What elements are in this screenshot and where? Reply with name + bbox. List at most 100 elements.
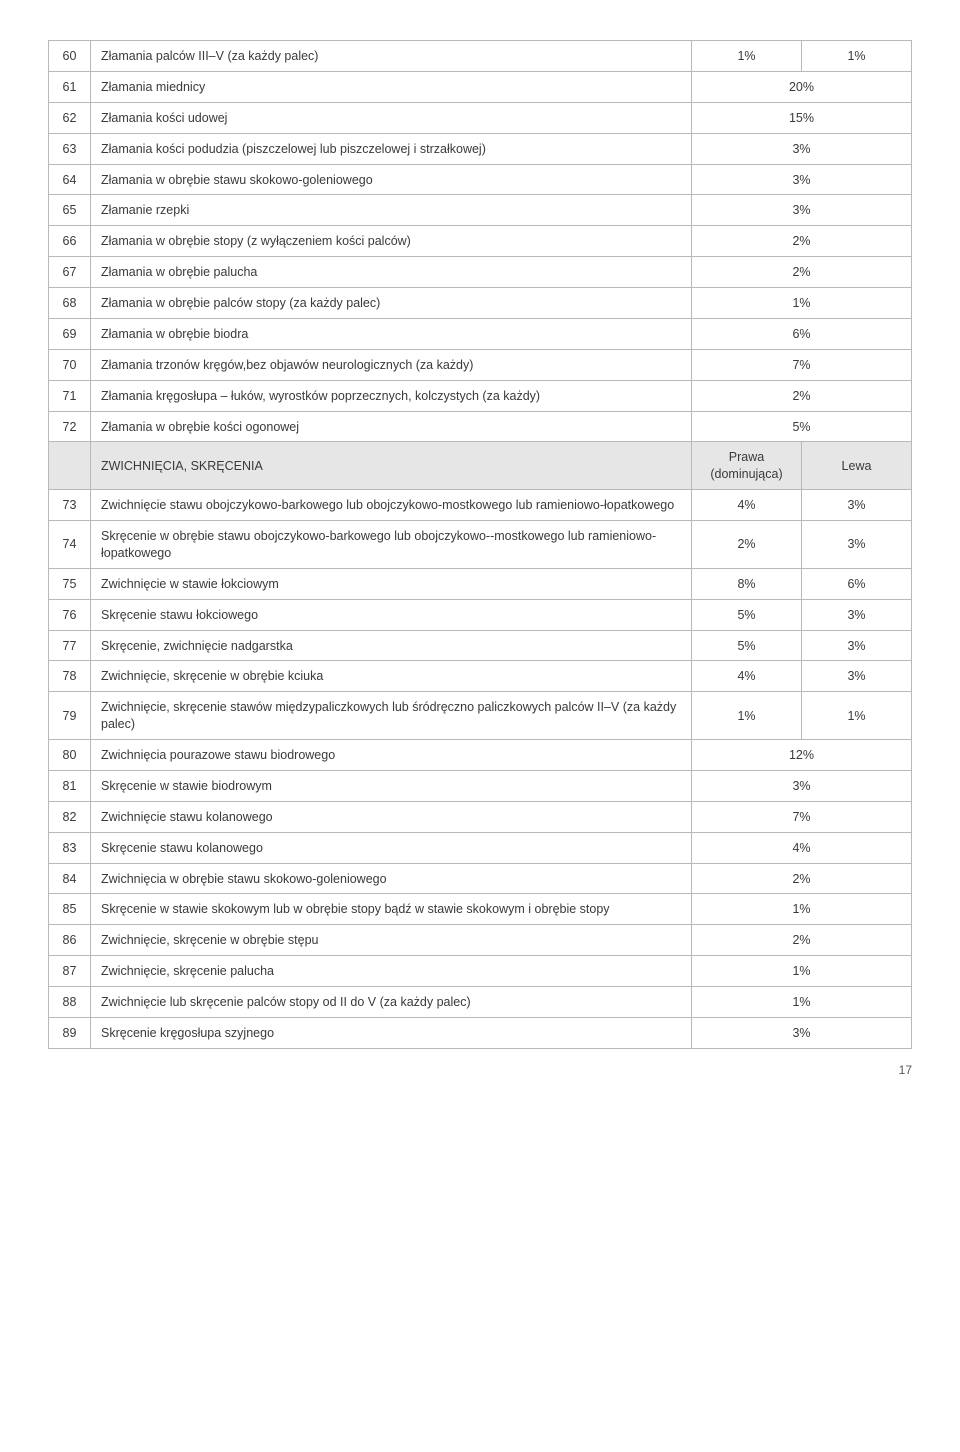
row-description: Skręcenie w stawie skokowym lub w obrębi… xyxy=(91,894,692,925)
row-number: 67 xyxy=(49,257,91,288)
row-value: 2% xyxy=(692,863,912,894)
row-description: Złamania w obrębie stawu skokowo-golenio… xyxy=(91,164,692,195)
row-value-left: 1% xyxy=(802,692,912,740)
row-description: Złamania kości udowej xyxy=(91,102,692,133)
row-value-right: 5% xyxy=(692,599,802,630)
row-number: 69 xyxy=(49,318,91,349)
row-description: Zwichnięcie w stawie łokciowym xyxy=(91,568,692,599)
row-description: Skręcenie w stawie biodrowym xyxy=(91,770,692,801)
injury-table: 60Złamania palców III–V (za każdy palec)… xyxy=(48,40,912,1049)
row-description: Złamania w obrębie biodra xyxy=(91,318,692,349)
row-value-left: 3% xyxy=(802,490,912,521)
row-number: 73 xyxy=(49,490,91,521)
row-description: Zwichnięcia w obrębie stawu skokowo-gole… xyxy=(91,863,692,894)
row-description: Skręcenie stawu łokciowego xyxy=(91,599,692,630)
table-row: 70Złamania trzonów kręgów,bez objawów ne… xyxy=(49,349,912,380)
row-number: 78 xyxy=(49,661,91,692)
row-value: 1% xyxy=(692,987,912,1018)
row-number: 75 xyxy=(49,568,91,599)
table-row: 81Skręcenie w stawie biodrowym3% xyxy=(49,770,912,801)
row-description: Złamania kości podudzia (piszczelowej lu… xyxy=(91,133,692,164)
page-number: 17 xyxy=(48,1063,912,1077)
row-value: 3% xyxy=(692,195,912,226)
table-row: 61Złamania miednicy20% xyxy=(49,71,912,102)
row-value: 3% xyxy=(692,1017,912,1048)
table-row: 60Złamania palców III–V (za każdy palec)… xyxy=(49,41,912,72)
section-header-col1: Prawa (dominująca) xyxy=(692,442,802,490)
section-header-row: ZWICHNIĘCIA, SKRĘCENIA Prawa (dominująca… xyxy=(49,442,912,490)
section-header-col2: Lewa xyxy=(802,442,912,490)
table-row: 75Zwichnięcie w stawie łokciowym8%6% xyxy=(49,568,912,599)
table-row: 80Zwichnięcia pourazowe stawu biodrowego… xyxy=(49,740,912,771)
table-row: 62Złamania kości udowej15% xyxy=(49,102,912,133)
row-number: 71 xyxy=(49,380,91,411)
table-row: 66Złamania w obrębie stopy (z wyłączenie… xyxy=(49,226,912,257)
row-number: 87 xyxy=(49,956,91,987)
row-number: 81 xyxy=(49,770,91,801)
row-description: Złamania w obrębie stopy (z wyłączeniem … xyxy=(91,226,692,257)
row-value: 2% xyxy=(692,925,912,956)
row-number: 80 xyxy=(49,740,91,771)
row-value-right: 1% xyxy=(692,692,802,740)
row-description: Złamania w obrębie palców stopy (za każd… xyxy=(91,288,692,319)
row-value-left: 6% xyxy=(802,568,912,599)
row-description: Zwichnięcie, skręcenie palucha xyxy=(91,956,692,987)
row-value-right: 1% xyxy=(692,41,802,72)
row-value-left: 3% xyxy=(802,661,912,692)
row-value: 3% xyxy=(692,164,912,195)
table-row: 86Zwichnięcie, skręcenie w obrębie stępu… xyxy=(49,925,912,956)
row-value: 15% xyxy=(692,102,912,133)
row-value-left: 3% xyxy=(802,630,912,661)
row-description: Złamanie rzepki xyxy=(91,195,692,226)
row-description: Skręcenie stawu kolanowego xyxy=(91,832,692,863)
row-value: 5% xyxy=(692,411,912,442)
row-description: Złamania miednicy xyxy=(91,71,692,102)
row-description: Zwichnięcie, skręcenie w obrębie stępu xyxy=(91,925,692,956)
table-row: 71Złamania kręgosłupa – łuków, wyrostków… xyxy=(49,380,912,411)
row-description: Złamania palców III–V (za każdy palec) xyxy=(91,41,692,72)
row-description: Skręcenie kręgosłupa szyjnego xyxy=(91,1017,692,1048)
table-row: 85Skręcenie w stawie skokowym lub w obrę… xyxy=(49,894,912,925)
row-number: 84 xyxy=(49,863,91,894)
row-number: 66 xyxy=(49,226,91,257)
table-row: 64Złamania w obrębie stawu skokowo-golen… xyxy=(49,164,912,195)
row-description: Złamania w obrębie kości ogonowej xyxy=(91,411,692,442)
row-number: 82 xyxy=(49,801,91,832)
row-number: 65 xyxy=(49,195,91,226)
row-number: 86 xyxy=(49,925,91,956)
row-value-right: 4% xyxy=(692,490,802,521)
table-row: 76Skręcenie stawu łokciowego5%3% xyxy=(49,599,912,630)
row-value: 6% xyxy=(692,318,912,349)
row-value: 12% xyxy=(692,740,912,771)
row-value: 1% xyxy=(692,956,912,987)
table-row: 82Zwichnięcie stawu kolanowego7% xyxy=(49,801,912,832)
row-value-left: 3% xyxy=(802,521,912,569)
table-row: 87Zwichnięcie, skręcenie palucha1% xyxy=(49,956,912,987)
table-row: 78Zwichnięcie, skręcenie w obrębie kciuk… xyxy=(49,661,912,692)
row-description: Złamania kręgosłupa – łuków, wyrostków p… xyxy=(91,380,692,411)
table-row: 72Złamania w obrębie kości ogonowej5% xyxy=(49,411,912,442)
row-value: 20% xyxy=(692,71,912,102)
row-number: 64 xyxy=(49,164,91,195)
row-value: 3% xyxy=(692,133,912,164)
table-row: 83Skręcenie stawu kolanowego4% xyxy=(49,832,912,863)
row-value: 7% xyxy=(692,349,912,380)
row-value-left: 3% xyxy=(802,599,912,630)
table-row: 63Złamania kości podudzia (piszczelowej … xyxy=(49,133,912,164)
row-description: Zwichnięcie stawu obojczykowo-barkowego … xyxy=(91,490,692,521)
table-row: 67Złamania w obrębie palucha2% xyxy=(49,257,912,288)
row-value-right: 8% xyxy=(692,568,802,599)
row-description: Skręcenie, zwichnięcie nadgarstka xyxy=(91,630,692,661)
table-row: 73Zwichnięcie stawu obojczykowo-barkoweg… xyxy=(49,490,912,521)
section-header-num xyxy=(49,442,91,490)
row-number: 70 xyxy=(49,349,91,380)
row-description: Złamania w obrębie palucha xyxy=(91,257,692,288)
row-value: 2% xyxy=(692,226,912,257)
row-number: 79 xyxy=(49,692,91,740)
row-number: 62 xyxy=(49,102,91,133)
table-row: 88Zwichnięcie lub skręcenie palców stopy… xyxy=(49,987,912,1018)
section-header-title: ZWICHNIĘCIA, SKRĘCENIA xyxy=(91,442,692,490)
row-number: 61 xyxy=(49,71,91,102)
row-value-left: 1% xyxy=(802,41,912,72)
row-number: 88 xyxy=(49,987,91,1018)
